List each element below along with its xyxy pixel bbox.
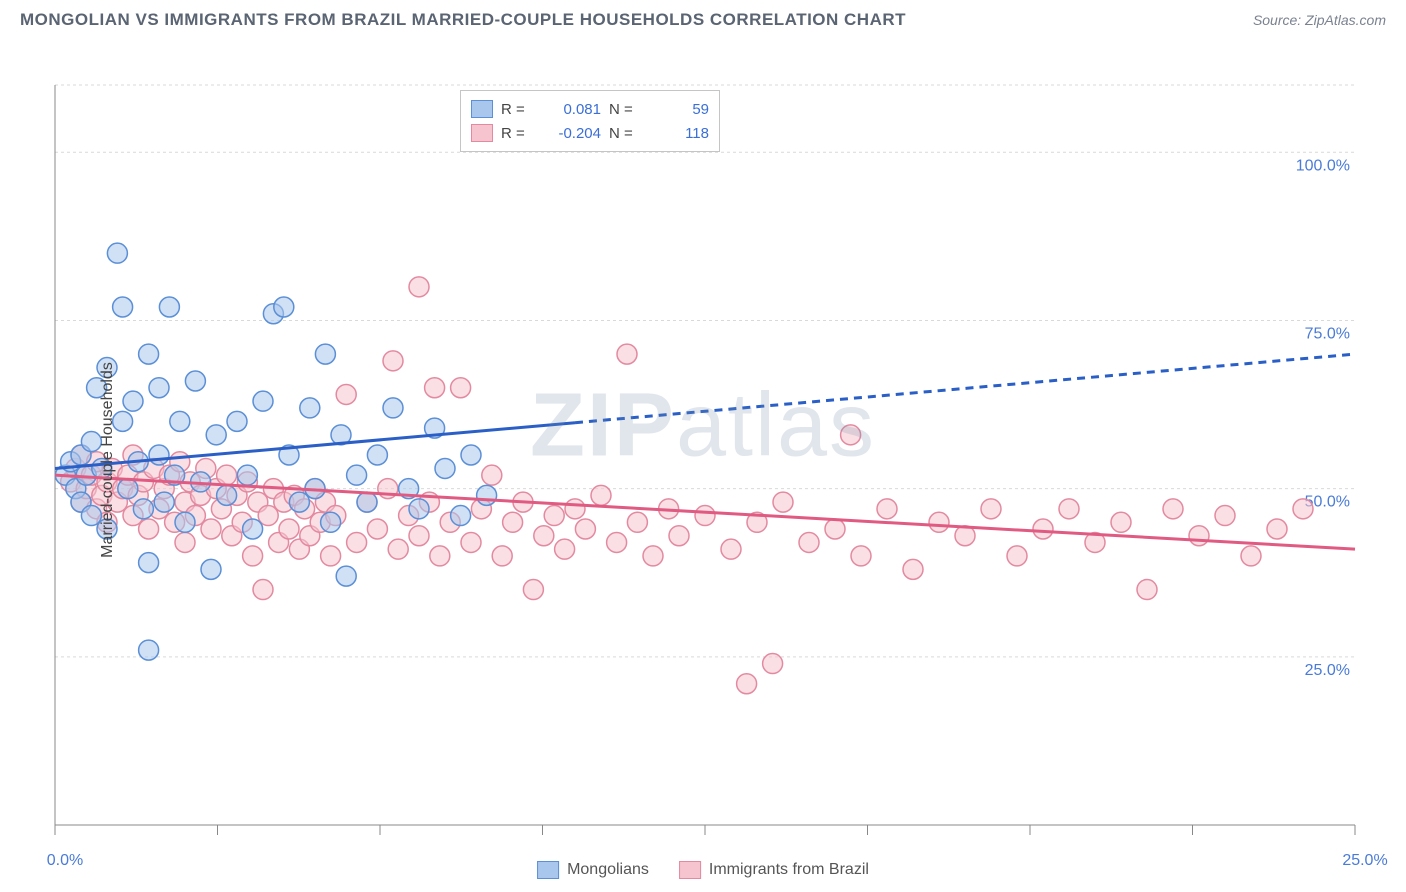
r-value-pink: -0.204 <box>541 125 601 142</box>
svg-text:25.0%: 25.0% <box>1342 852 1387 869</box>
legend-row-pink: R = -0.204 N = 118 <box>471 121 709 145</box>
svg-text:100.0%: 100.0% <box>1296 157 1350 174</box>
r-value-blue: 0.081 <box>541 101 601 118</box>
legend-row-blue: R = 0.081 N = 59 <box>471 97 709 121</box>
legend-item-blue: Mongolians <box>537 861 649 879</box>
swatch-blue-icon <box>537 861 559 879</box>
n-label: N = <box>609 101 641 118</box>
y-axis-label: Married-couple Households <box>99 362 117 558</box>
source-label: Source: ZipAtlas.com <box>1253 12 1386 28</box>
scatter-plot: 25.0%50.0%75.0%100.0%0.0%25.0% <box>0 35 1406 885</box>
chart-area: Married-couple Households 25.0%50.0%75.0… <box>0 35 1406 885</box>
swatch-pink <box>471 124 493 142</box>
swatch-blue <box>471 100 493 118</box>
n-value-pink: 118 <box>649 125 709 142</box>
n-label: N = <box>609 125 641 142</box>
series-legend: Mongolians Immigrants from Brazil <box>537 861 869 879</box>
svg-text:0.0%: 0.0% <box>47 852 83 869</box>
svg-text:75.0%: 75.0% <box>1305 325 1350 342</box>
chart-title: MONGOLIAN VS IMMIGRANTS FROM BRAZIL MARR… <box>20 10 906 30</box>
r-label: R = <box>501 101 533 118</box>
correlation-legend: R = 0.081 N = 59 R = -0.204 N = 118 <box>460 90 720 152</box>
legend-item-pink: Immigrants from Brazil <box>679 861 869 879</box>
r-label: R = <box>501 125 533 142</box>
swatch-pink-icon <box>679 861 701 879</box>
svg-text:25.0%: 25.0% <box>1305 662 1350 679</box>
series-label-pink: Immigrants from Brazil <box>709 861 869 879</box>
series-label-blue: Mongolians <box>567 861 649 879</box>
n-value-blue: 59 <box>649 101 709 118</box>
